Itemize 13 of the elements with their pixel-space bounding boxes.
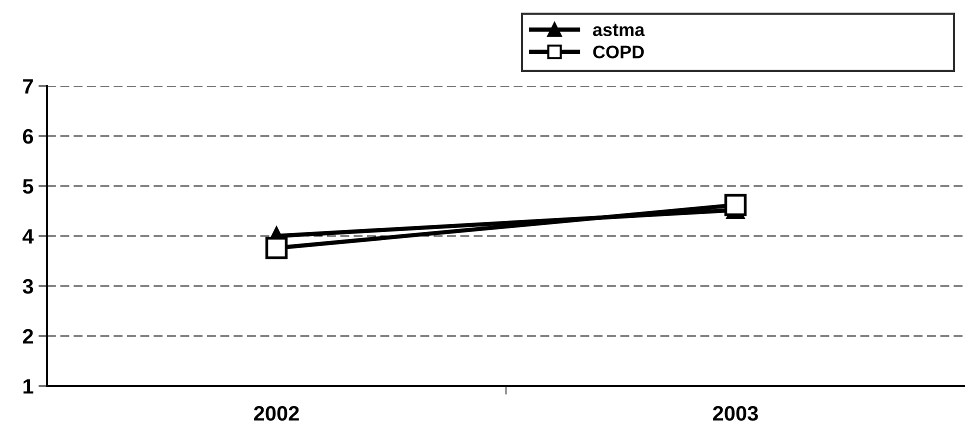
y-tick-label: 1 xyxy=(24,379,34,394)
y-tick-label: 6 xyxy=(22,129,34,144)
y-tick-label: 3 xyxy=(22,279,34,294)
y-tick-label: 7 xyxy=(23,79,33,94)
y-tick-label: 5 xyxy=(22,179,34,194)
y-tick-label: 2 xyxy=(22,329,33,344)
point xyxy=(724,194,747,216)
point xyxy=(265,236,288,260)
x-tick-label: 2003 xyxy=(713,406,758,421)
x-tick-label: 2002 xyxy=(254,406,299,421)
legend-label: COPD xyxy=(593,46,644,58)
legend-label: astma xyxy=(592,24,645,36)
y-tick-label: 4 xyxy=(22,229,34,244)
